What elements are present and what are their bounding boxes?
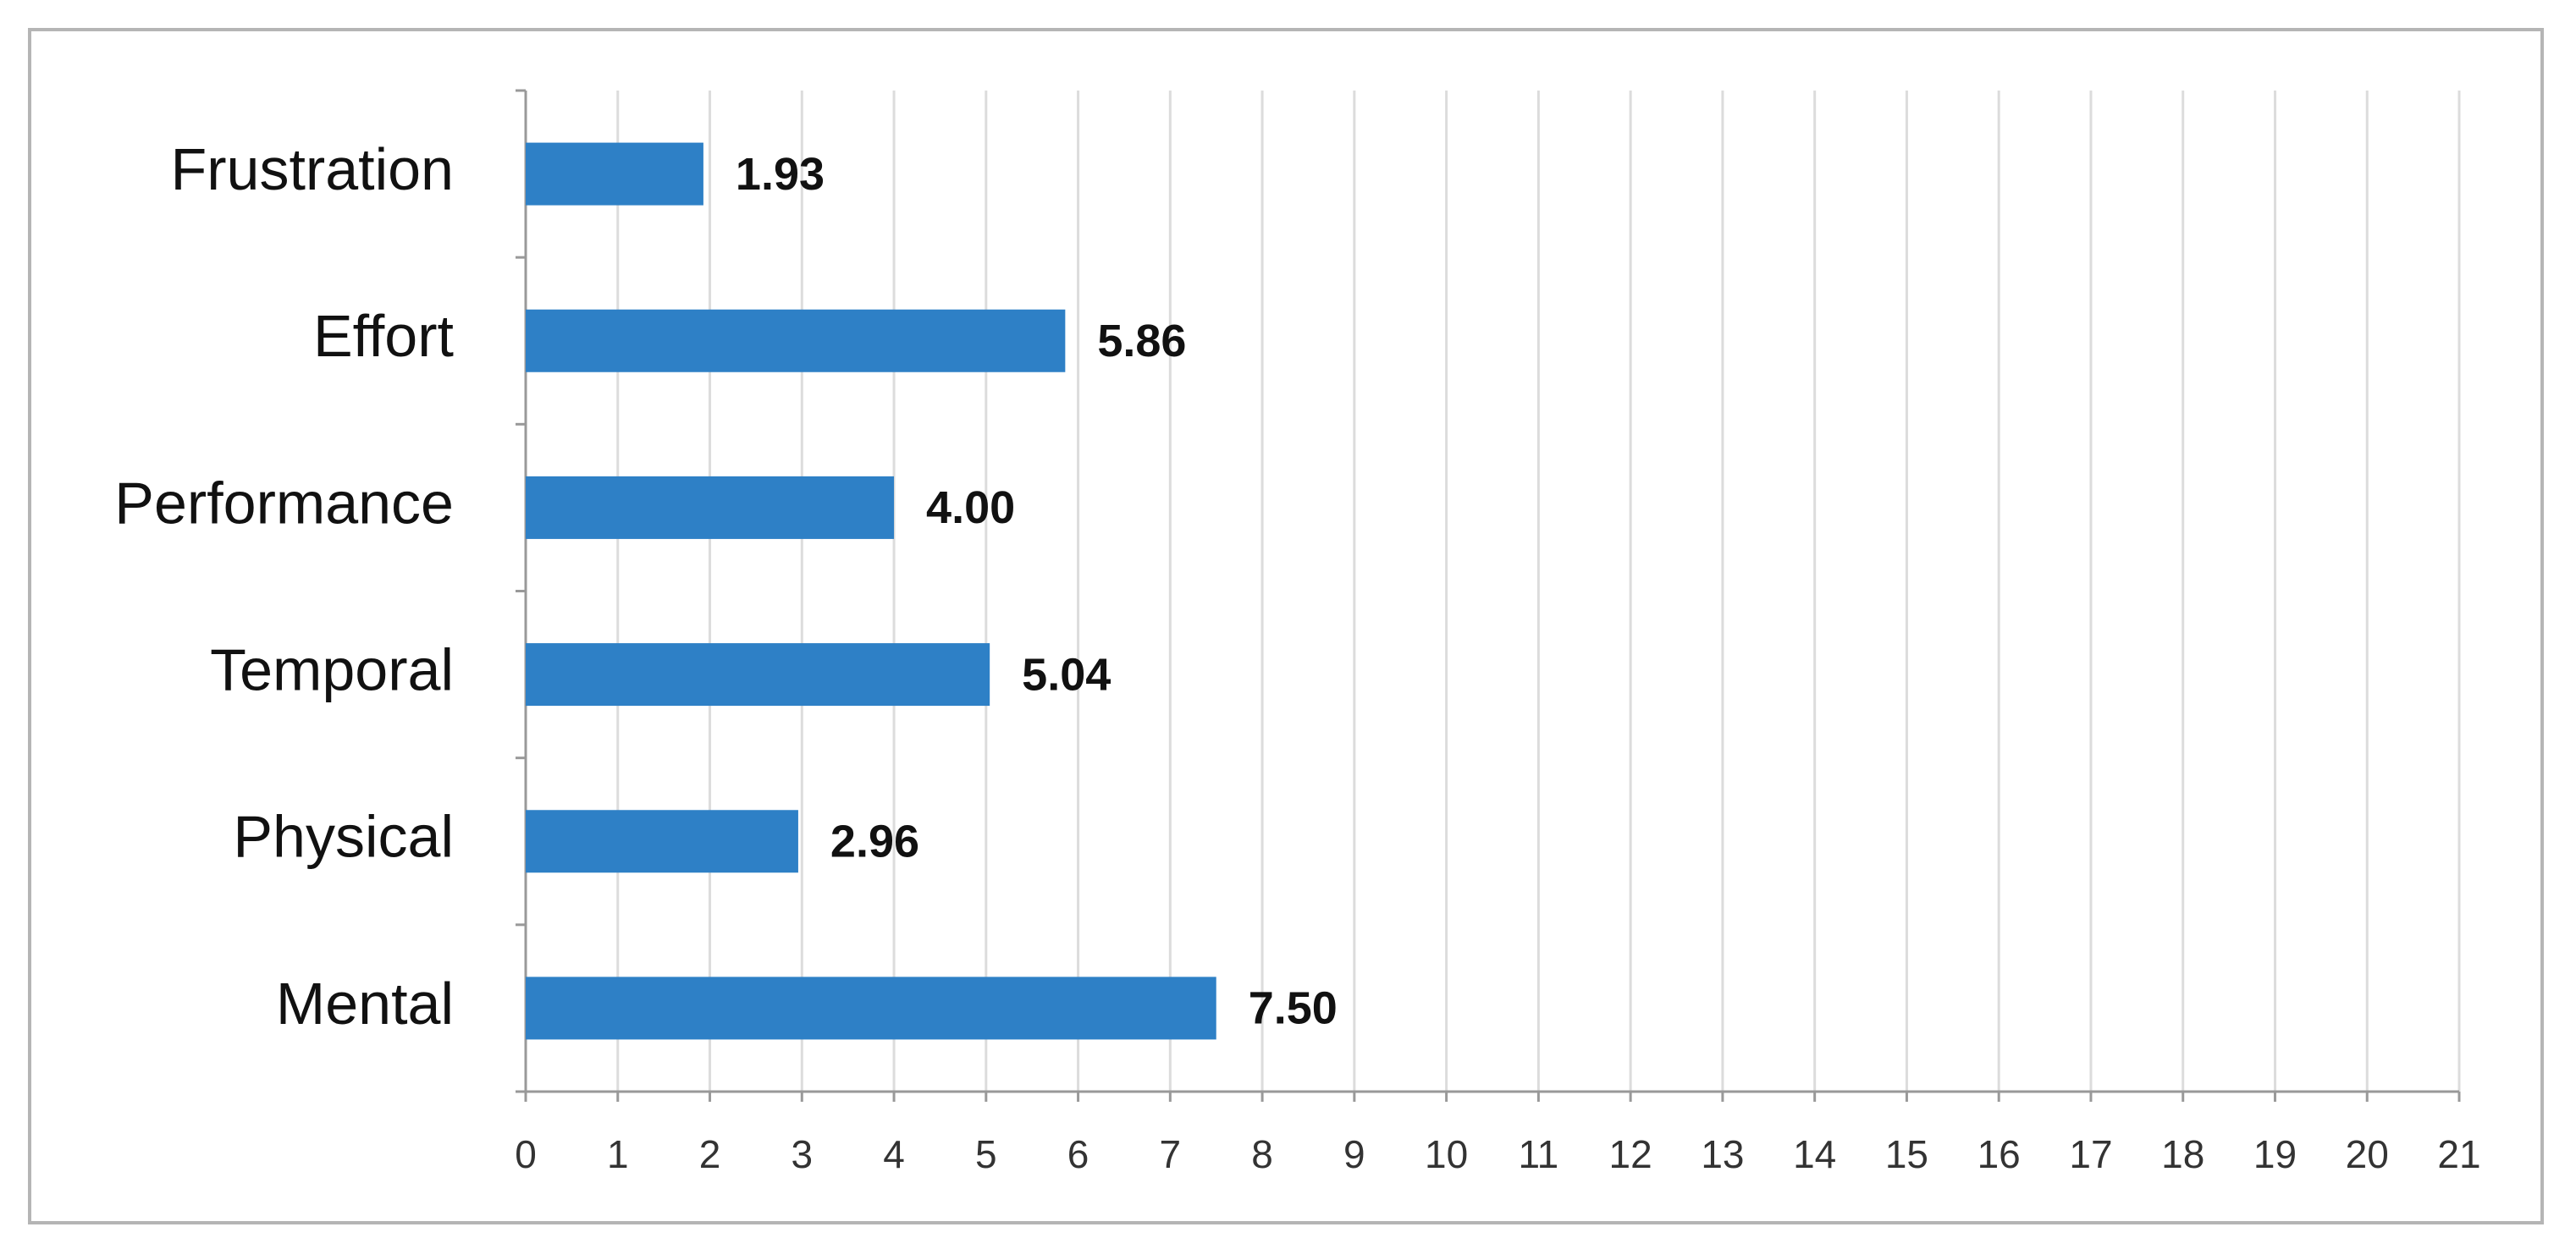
- y-tick-label: Mental: [276, 971, 454, 1037]
- y-tick-label: Performance: [114, 470, 454, 536]
- x-tick-label: 18: [2161, 1132, 2204, 1176]
- x-tick-label: 14: [1793, 1132, 1836, 1176]
- data-label: 4.00: [926, 482, 1015, 533]
- x-tick-label: 8: [1251, 1132, 1273, 1176]
- x-tick-label: 16: [1978, 1132, 2021, 1176]
- x-tick-label: 6: [1067, 1132, 1089, 1176]
- chart-frame: [28, 28, 2544, 1224]
- x-tick-label: 10: [1425, 1132, 1468, 1176]
- x-tick-label: 7: [1160, 1132, 1182, 1176]
- bar: [526, 309, 1066, 372]
- x-tick-label: 9: [1343, 1132, 1365, 1176]
- x-tick-label: 1: [607, 1132, 629, 1176]
- x-tick-label: 11: [1518, 1132, 1558, 1176]
- data-label: 2.96: [830, 817, 919, 867]
- bar: [526, 977, 1216, 1040]
- bar: [526, 476, 895, 539]
- x-tick-label: 3: [791, 1132, 813, 1176]
- bar: [526, 810, 798, 873]
- y-tick-label: Temporal: [210, 637, 454, 703]
- x-tick-label: 19: [2253, 1132, 2297, 1176]
- data-label: 5.86: [1097, 316, 1186, 366]
- y-tick-label: Physical: [233, 804, 454, 870]
- y-tick-label: Frustration: [170, 136, 454, 202]
- x-tick-label: 15: [1885, 1132, 1928, 1176]
- x-tick-label: 2: [699, 1132, 721, 1176]
- x-tick-label: 4: [883, 1132, 905, 1176]
- x-tick-label: 17: [2069, 1132, 2112, 1176]
- x-tick-label: 12: [1609, 1132, 1652, 1176]
- x-tick-label: 20: [2346, 1132, 2389, 1176]
- data-label: 7.50: [1249, 983, 1338, 1034]
- bar: [526, 643, 990, 707]
- x-tick-label: 13: [1701, 1132, 1744, 1176]
- y-tick-label: Effort: [313, 303, 454, 369]
- x-tick-label: 21: [2437, 1132, 2480, 1176]
- x-tick-label: 0: [515, 1132, 537, 1176]
- bar: [526, 142, 703, 206]
- x-tick-label: 5: [975, 1132, 997, 1176]
- data-label: 5.04: [1022, 649, 1111, 700]
- data-label: 1.93: [736, 149, 825, 200]
